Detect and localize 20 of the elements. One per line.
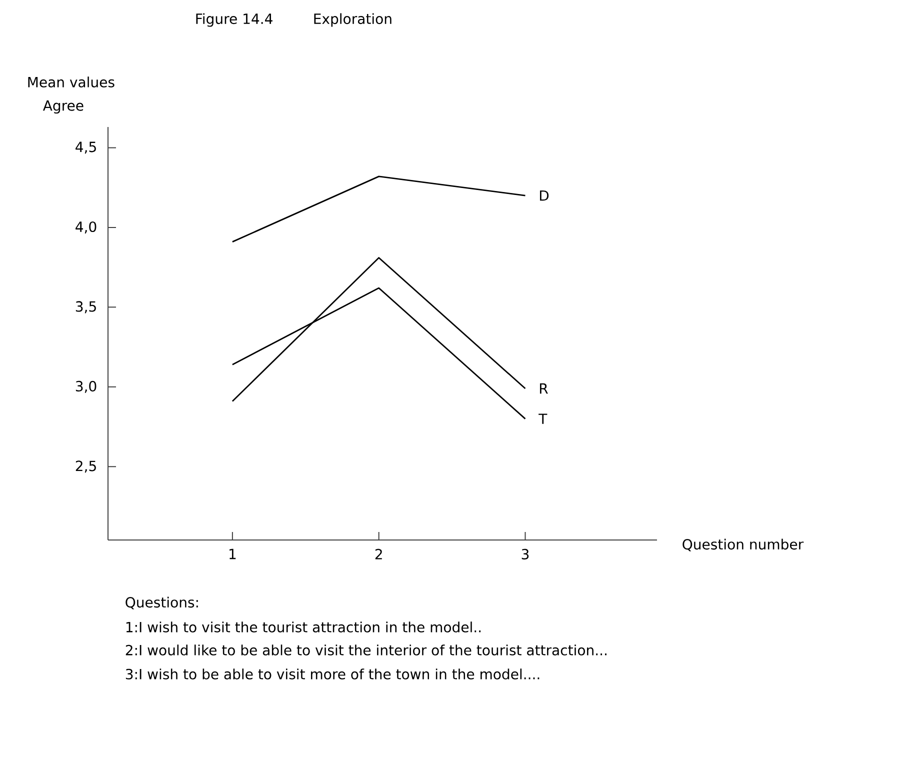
chart-subtitle: Exploration: [314, 13, 392, 27]
text: 3:I wish to be able to visit more of the town in the model....: [126, 668, 540, 680]
series-label: T: [538, 414, 548, 424]
text: Agree: [42, 100, 84, 114]
y-tick-label: 2,5: [76, 460, 96, 473]
x-axis-title: Question number: [682, 538, 804, 552]
x-tick-label: 3: [522, 548, 529, 560]
series-label: R: [540, 383, 548, 394]
chart-title: Figure 14.4: [196, 13, 272, 27]
text: 1:I wish to visit the tourist attraction in the model..: [126, 622, 481, 632]
y-tick-label: 4,5: [76, 142, 96, 154]
x-tick-label: 1: [230, 548, 236, 560]
y-tick-label: 3,0: [76, 380, 96, 393]
y-tick-label: 4,0: [76, 221, 96, 234]
x-tick-label: 2: [375, 548, 382, 560]
series-label: D: [540, 190, 549, 201]
text: Questions:: [126, 596, 198, 610]
y-axis-title: Mean values: [28, 76, 114, 88]
y-tick-label: 3,5: [76, 301, 96, 314]
text: 2:I would like to be able to visit the interior of the tourist attraction...: [126, 644, 606, 656]
